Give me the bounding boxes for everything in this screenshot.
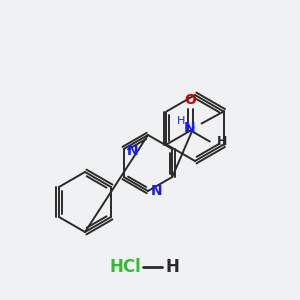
Text: H: H	[177, 116, 186, 125]
Text: H: H	[165, 258, 179, 276]
Text: N: N	[184, 121, 196, 134]
Text: O: O	[185, 92, 197, 106]
Text: N: N	[151, 184, 163, 198]
Text: H: H	[217, 135, 227, 148]
Text: HCl: HCl	[109, 258, 141, 276]
Text: N: N	[127, 144, 138, 158]
